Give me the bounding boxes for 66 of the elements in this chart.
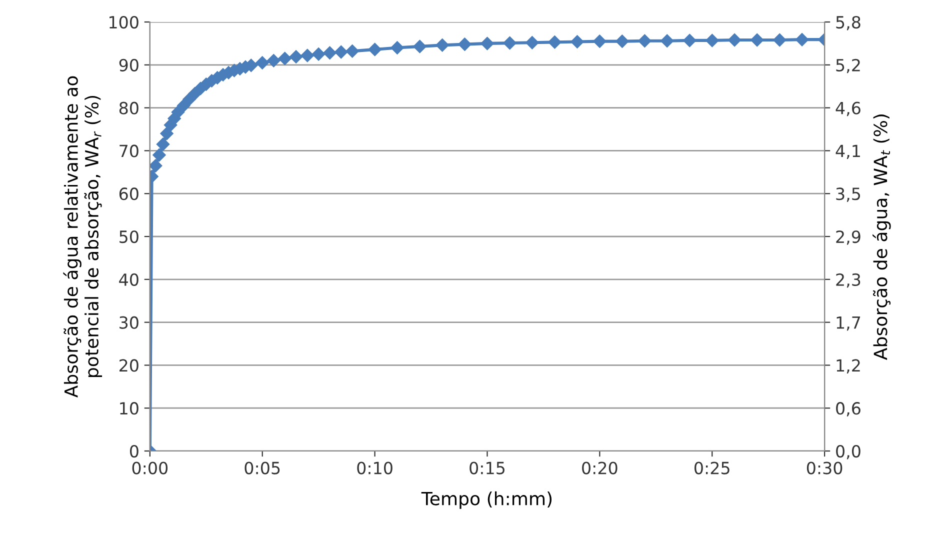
point <box>160 126 174 140</box>
y-tick-label: 70 <box>120 144 138 158</box>
y2-tick-label: 4,6 <box>836 102 860 116</box>
point <box>480 36 494 50</box>
y2-axis-title: Absorção de água, WA$_{t}$ (%) <box>872 114 891 360</box>
y2-tick-label: 4,1 <box>836 144 860 159</box>
y2-tick-label: 1,2 <box>836 359 860 374</box>
y-tick-label: 80 <box>119 102 138 114</box>
point <box>706 34 719 48</box>
point <box>593 34 606 48</box>
y2-tick-label: 2,3 <box>836 273 860 288</box>
y2-tick-label: 1,7 <box>836 316 860 331</box>
y-tick-label: 20 <box>120 359 138 372</box>
point <box>300 48 314 62</box>
point <box>413 40 426 54</box>
point <box>548 36 562 49</box>
point <box>390 41 404 54</box>
point <box>289 50 303 64</box>
point <box>750 33 764 47</box>
point <box>256 56 269 70</box>
y-tick-label: 0 <box>130 444 138 458</box>
x-tick-label: 0:10 <box>357 462 392 474</box>
y-axis-title: Absorção de água relativamente ao potencial de absorção, WA$_{r}$ (%) <box>63 76 102 398</box>
y2-tick-label: 5,2 <box>836 58 860 74</box>
point <box>334 45 348 59</box>
point <box>660 34 674 48</box>
point <box>267 54 280 68</box>
point <box>436 38 449 52</box>
point <box>728 33 742 47</box>
point <box>346 44 359 58</box>
point <box>368 42 382 56</box>
y-tick-label: 40 <box>119 273 138 286</box>
y2-tick-label: 0,6 <box>836 402 860 416</box>
point <box>503 36 516 50</box>
y-tick-label: 50 <box>120 230 138 244</box>
x-axis-title: Tempo (h:mm) <box>421 491 552 509</box>
x-tick-label: 0:20 <box>582 462 618 474</box>
x-tick-label: 0:30 <box>806 462 842 474</box>
point <box>683 34 696 48</box>
x-tick-label: 0:00 <box>132 462 168 474</box>
x-tick-label: 0:25 <box>694 462 730 474</box>
point <box>323 46 336 60</box>
y-tick-label: 90 <box>119 58 138 72</box>
y2-tick-label: 3,5 <box>836 188 860 202</box>
y-tick-label: 60 <box>119 188 138 200</box>
y2-tick-label: 5,8 <box>836 16 860 30</box>
point <box>156 138 170 151</box>
y-tick-label: 10 <box>120 402 138 415</box>
point <box>616 34 629 48</box>
point <box>278 52 292 66</box>
x-tick-label: 0:15 <box>470 462 504 474</box>
x-tick-label: 0:05 <box>244 462 280 474</box>
point <box>570 35 584 48</box>
point <box>150 159 162 172</box>
point <box>773 33 786 47</box>
point <box>458 38 472 51</box>
point <box>152 148 166 162</box>
point <box>526 36 539 50</box>
y2-tick-label: 0,0 <box>836 444 860 460</box>
point <box>177 99 190 112</box>
point <box>795 33 809 46</box>
point <box>638 34 652 48</box>
y-tick-label: 100 <box>110 16 138 29</box>
y-tick-label: 30 <box>120 316 138 329</box>
point <box>312 48 326 61</box>
y2-tick-label: 2,9 <box>836 230 860 245</box>
